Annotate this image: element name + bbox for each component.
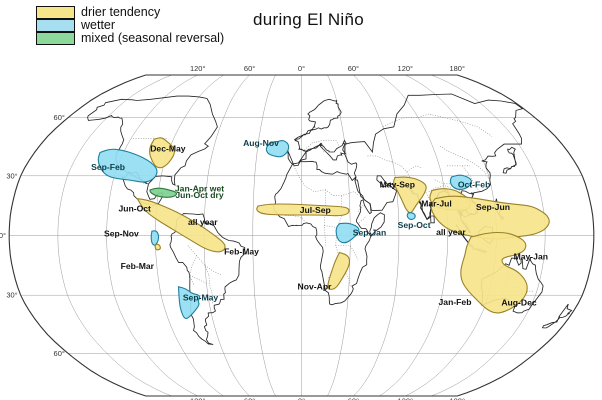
svg-text:120°: 120° <box>190 64 206 73</box>
svg-text:Sep-Oct: Sep-Oct <box>398 220 431 230</box>
svg-text:all year: all year <box>188 217 218 227</box>
svg-text:all year: all year <box>436 227 466 237</box>
svg-text:Mar-Jul: Mar-Jul <box>421 199 452 209</box>
svg-text:60°: 60° <box>348 397 359 400</box>
svg-text:0°: 0° <box>0 231 6 240</box>
svg-text:120°: 120° <box>398 64 414 73</box>
svg-text:Sep-Jun: Sep-Jun <box>476 202 510 212</box>
svg-text:0°: 0° <box>298 64 305 73</box>
svg-text:Jun-Oct: Jun-Oct <box>118 204 151 214</box>
svg-text:Sep-Nov: Sep-Nov <box>104 228 139 238</box>
svg-text:30°: 30° <box>6 171 17 180</box>
svg-text:Feb-Mar: Feb-Mar <box>121 261 155 271</box>
svg-text:Jul-Sep: Jul-Sep <box>300 205 331 215</box>
svg-text:Jun-Oct dry: Jun-Oct dry <box>175 190 223 200</box>
svg-text:60°: 60° <box>54 349 65 358</box>
svg-text:Sep-Jan: Sep-Jan <box>353 228 386 238</box>
svg-text:180°: 180° <box>449 64 465 73</box>
svg-text:Sep-Feb: Sep-Feb <box>91 162 125 172</box>
svg-text:May-Jan: May-Jan <box>514 252 548 262</box>
svg-text:180°: 180° <box>449 397 465 400</box>
svg-text:120°: 120° <box>190 397 206 400</box>
svg-text:60°: 60° <box>244 397 255 400</box>
svg-text:Sep-May: Sep-May <box>183 293 219 303</box>
svg-text:Oct-Feb: Oct-Feb <box>458 180 490 190</box>
svg-text:60°: 60° <box>348 64 359 73</box>
svg-text:Aug-Dec: Aug-Dec <box>501 297 537 307</box>
svg-text:Nov-Apr: Nov-Apr <box>298 282 333 292</box>
svg-text:60°: 60° <box>54 113 65 122</box>
svg-text:Jan-Feb: Jan-Feb <box>439 297 472 307</box>
svg-text:120°: 120° <box>398 397 414 400</box>
svg-text:60°: 60° <box>244 64 255 73</box>
svg-text:Dec-May: Dec-May <box>150 144 186 154</box>
svg-text:30°: 30° <box>6 291 17 300</box>
svg-text:May-Sep: May-Sep <box>380 180 415 190</box>
svg-text:Feb-May: Feb-May <box>224 247 259 257</box>
svg-text:0°: 0° <box>298 397 305 400</box>
svg-text:Aug-Nov: Aug-Nov <box>243 138 279 148</box>
